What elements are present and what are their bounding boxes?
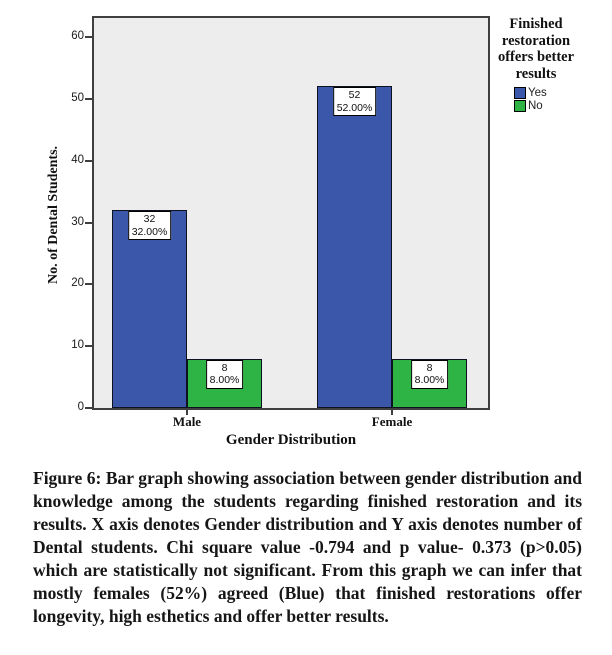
legend-title: Finished restoration offers better resul… xyxy=(497,16,575,82)
y-tick-label: 10 xyxy=(71,339,84,352)
legend: Finished restoration offers better resul… xyxy=(488,16,584,113)
y-tick-label: 20 xyxy=(71,277,84,290)
legend-label: Yes xyxy=(528,86,547,99)
y-tick-mark xyxy=(85,97,92,100)
bar-value-label: 8 8.00% xyxy=(205,359,244,389)
x-tick-mark xyxy=(186,410,188,415)
y-tick-mark xyxy=(85,159,92,162)
x-category-label: Male xyxy=(172,414,202,429)
legend-item-no: No xyxy=(514,100,584,114)
bar-value-line: 52 xyxy=(348,89,361,102)
legend-swatch-no xyxy=(514,100,526,113)
bar-value-label: 8 8.00% xyxy=(410,359,449,389)
y-tick-label: 50 xyxy=(71,91,84,104)
legend-items: Yes No xyxy=(488,86,584,113)
y-tick-label: 30 xyxy=(71,215,84,228)
y-tick-label: 60 xyxy=(71,30,84,42)
bar-value-line: 8.00% xyxy=(414,374,445,387)
bar-value-line: 32 xyxy=(143,213,156,226)
x-tick-mark xyxy=(391,410,393,415)
y-tick-mark xyxy=(85,283,92,286)
y-tick-mark xyxy=(85,407,92,409)
y-tick-mark xyxy=(85,345,92,348)
bar-value-label: 52 52.00% xyxy=(332,87,377,117)
bar-value-line: 32.00% xyxy=(131,225,168,238)
y-tick-label: 40 xyxy=(71,153,84,166)
bar-value-line: 8.00% xyxy=(209,374,240,387)
y-tick-label: 0 xyxy=(77,401,84,413)
x-category-label: Female xyxy=(371,414,413,429)
y-tick-mark xyxy=(85,221,92,224)
x-axis-title: Gender Distribution xyxy=(225,432,357,448)
figure-caption: Figure 6: Bar graph showing association … xyxy=(33,468,582,626)
bar-value-line: 8 xyxy=(426,361,433,374)
y-tick-mark xyxy=(85,36,92,38)
legend-swatch-yes xyxy=(514,86,526,99)
legend-label: No xyxy=(528,100,543,113)
bar-female-yes xyxy=(317,86,392,408)
bar-value-line: 52.00% xyxy=(336,101,373,114)
bar-value-label: 32 32.00% xyxy=(127,211,172,241)
bar-male-yes xyxy=(112,210,187,408)
bar-value-line: 8 xyxy=(221,361,228,374)
legend-item-yes: Yes xyxy=(514,86,584,100)
